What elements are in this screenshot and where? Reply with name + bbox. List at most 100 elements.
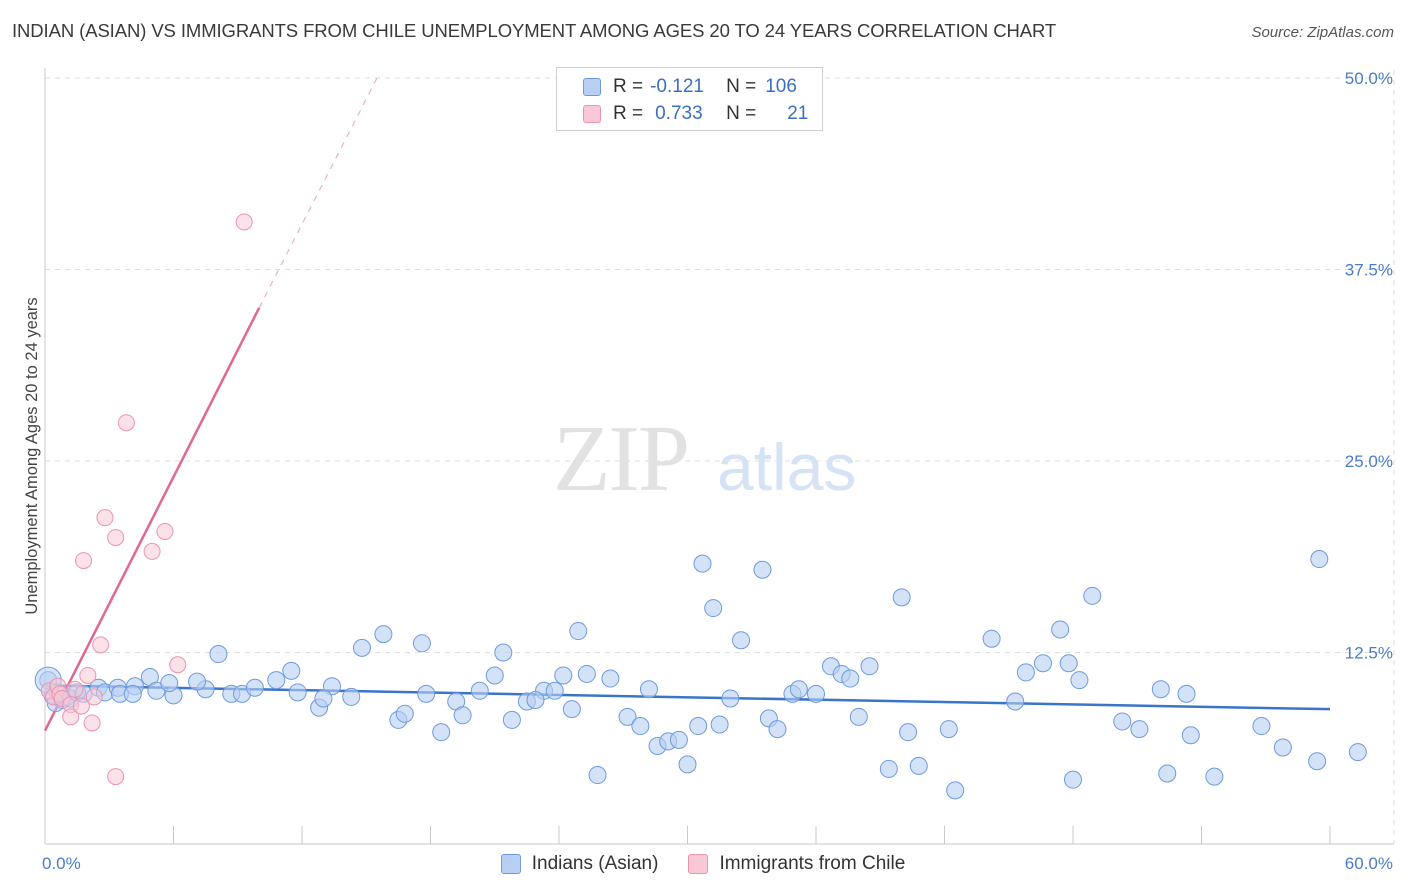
indian-point (562, 700, 581, 719)
series-legend: Indians (Asian) Immigrants from Chile (0, 851, 1406, 877)
chile-point (107, 768, 125, 786)
series-label-indians: Indians (Asian) (531, 853, 659, 874)
indian-point (899, 723, 918, 742)
indian-point (545, 681, 564, 700)
indian-point (946, 781, 965, 800)
legend-row-chile: R = 0.733 N = 21 (583, 102, 808, 126)
indian-point (395, 704, 414, 723)
indian-point (1059, 654, 1078, 673)
indian-point (188, 672, 207, 691)
indian-point (453, 706, 472, 725)
legend-n-value: 21 (787, 103, 809, 124)
indian-point (209, 645, 228, 664)
chile-point (143, 542, 161, 560)
indian-point (704, 599, 723, 618)
indian-point (322, 677, 341, 696)
indian-point (879, 759, 898, 778)
indian-point (849, 707, 868, 726)
indian-point (1064, 770, 1082, 789)
chile-point (66, 680, 84, 698)
chile-point (117, 414, 135, 432)
chile-point (75, 552, 93, 570)
indian-point (352, 638, 371, 657)
indian-point (721, 689, 740, 708)
indian-point (1273, 738, 1292, 757)
indian-point (1034, 654, 1053, 673)
indian-point (1130, 720, 1149, 739)
source-label: Source: ZipAtlas.com (1251, 24, 1394, 41)
indian-point (982, 629, 1001, 648)
legend-n-label: N = (726, 76, 757, 97)
indian-point (314, 689, 333, 708)
indian-point (1310, 550, 1329, 569)
x-tick-label: 60.0% (1345, 854, 1393, 873)
indian-point (631, 717, 650, 736)
indian-point (588, 766, 607, 785)
indian-point (554, 666, 573, 685)
legend-n-value: 106 (765, 76, 797, 97)
legend-swatch-pink (583, 105, 601, 123)
watermark-atlas: atlas (717, 430, 856, 504)
indian-point (768, 720, 787, 739)
indian-point (282, 661, 301, 680)
indian-point (693, 554, 712, 573)
y-tick-label: 50.0% (1345, 69, 1393, 88)
legend-r-value: -0.121 (650, 76, 704, 97)
series-legend-indians: Indians (Asian) (500, 853, 659, 875)
chart-title: INDIAN (ASIAN) VS IMMIGRANTS FROM CHILE … (12, 20, 1057, 41)
points-layer (34, 213, 1367, 800)
series-swatch-pink (688, 854, 709, 874)
chile-point (156, 522, 174, 540)
indian-point (753, 560, 772, 579)
indian-point (577, 664, 596, 683)
indian-point (1113, 712, 1132, 731)
indian-point (789, 680, 808, 699)
chile-point (79, 666, 97, 684)
indian-point (485, 666, 504, 685)
indian-point (807, 684, 825, 703)
indian-point (1016, 663, 1035, 682)
legend-r-value: 0.733 (655, 103, 703, 124)
y-axis-label: Unemployment Among Ages 20 to 24 years (23, 297, 41, 614)
indian-point (678, 755, 697, 774)
chile-point (83, 714, 101, 732)
indian-point (526, 690, 545, 709)
indian-point (123, 684, 142, 703)
indian-point (1205, 767, 1224, 786)
indian-point (892, 588, 911, 607)
indian-point (1051, 620, 1070, 639)
watermark: ZIP atlas (553, 407, 856, 511)
indian-point (1252, 717, 1271, 736)
indian-point (909, 756, 928, 775)
series-swatch-blue (500, 854, 521, 874)
indian-point (267, 671, 286, 690)
indian-point (1348, 743, 1367, 762)
indian-point (841, 669, 860, 688)
indian-point (1006, 692, 1025, 711)
chile-point (96, 509, 114, 527)
chile-trend-line (43, 307, 261, 732)
x-tick-label: 0.0% (42, 854, 81, 873)
y-tick-label: 37.5% (1345, 261, 1393, 280)
series-label-chile: Immigrants from Chile (719, 853, 906, 874)
indian-point (689, 717, 708, 736)
y-tick-label: 12.5% (1345, 644, 1393, 663)
y-tick-label: 25.0% (1345, 452, 1393, 471)
indian-point (569, 622, 588, 641)
indian-point (1181, 726, 1200, 745)
indian-point (710, 715, 729, 734)
indian-point (160, 674, 179, 693)
chile-point (169, 656, 187, 674)
grid-layer (45, 70, 1395, 844)
indian-point (601, 669, 620, 688)
legend-r-label: R = (613, 103, 644, 124)
series-legend-chile: Immigrants from Chile (688, 853, 905, 875)
chile-point (107, 529, 125, 547)
legend-r-label: R = (613, 76, 644, 97)
indian-point (494, 643, 513, 662)
chile-point (62, 708, 80, 726)
indian-point (939, 720, 958, 739)
indian-point (412, 634, 431, 653)
correlation-legend: R = -0.121 N = 106 R = 0.733 N = 21 (556, 67, 823, 131)
chile-point (235, 213, 253, 231)
